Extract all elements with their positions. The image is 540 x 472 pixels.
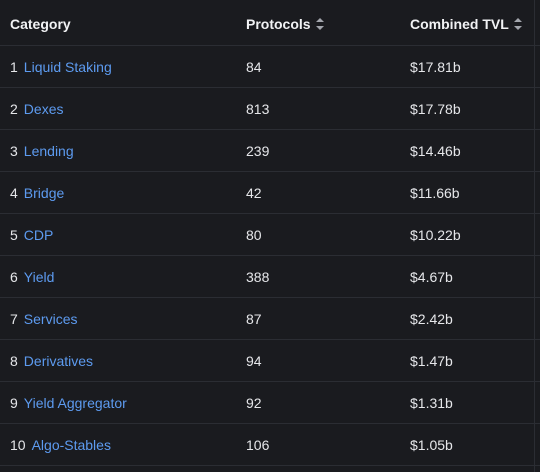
table-row[interactable]: 5 CDP 80 $10.22b [0,214,540,256]
column-header-combined-tvl-label: Combined TVL [410,16,509,32]
table-row[interactable]: 10 Algo-Stables 106 $1.05b [0,424,540,466]
category-link[interactable]: Yield Aggregator [23,395,127,411]
protocols-count: 388 [246,269,270,285]
category-cell: 9 Yield Aggregator [10,382,127,424]
protocols-count: 813 [246,101,270,117]
protocols-count: 87 [246,311,262,327]
combined-tvl-value: $2.42b [410,311,453,327]
category-link[interactable]: Services [23,311,78,327]
table-row[interactable]: 2 Dexes 813 $17.78b [0,88,540,130]
category-cell: 2 Dexes [10,88,63,130]
combined-tvl-value: $1.05b [410,437,453,453]
rank-number: 6 [10,269,18,285]
column-header-category: Category [10,0,71,46]
table-row[interactable]: 7 Services 87 $2.42b [0,298,540,340]
table-row[interactable]: 8 Derivatives 94 $1.47b [0,340,540,382]
rank-number: 7 [10,311,18,327]
combined-tvl-value: $4.67b [410,269,453,285]
category-link[interactable]: Lending [23,143,74,159]
combined-tvl-value: $11.66b [410,185,460,201]
column-header-category-label: Category [10,16,71,32]
protocols-count: 80 [246,227,262,243]
protocols-count: 42 [246,185,262,201]
category-link[interactable]: Derivatives [23,353,94,369]
rank-number: 4 [10,185,18,201]
combined-tvl-value: $1.47b [410,353,453,369]
combined-tvl-value: $17.78b [410,101,461,117]
rank-number: 8 [10,353,18,369]
rank-number: 10 [10,437,26,453]
table-header: Category Protocols Combined TVL [0,0,540,46]
combined-tvl-value: $17.81b [410,59,461,75]
category-cell: 5 CDP [10,214,53,256]
category-link[interactable]: Dexes [23,101,64,117]
protocols-count: 84 [246,59,262,75]
combined-tvl-value: $1.31b [410,395,453,411]
sort-icon[interactable] [513,18,522,30]
column-header-protocols[interactable]: Protocols [246,0,324,46]
rank-number: 9 [10,395,18,411]
rank-number: 2 [10,101,18,117]
category-cell: 7 Services [10,298,77,340]
table-row[interactable]: 4 Bridge 42 $11.66b [0,172,540,214]
category-cell: 8 Derivatives [10,340,93,382]
category-link[interactable]: Bridge [23,185,65,201]
category-link[interactable]: Liquid Staking [23,59,112,75]
combined-tvl-value: $14.46b [410,143,461,159]
category-link[interactable]: Algo-Stables [31,437,111,453]
protocols-count: 239 [246,143,270,159]
table-row[interactable]: 3 Lending 239 $14.46b [0,130,540,172]
protocols-count: 92 [246,395,262,411]
rank-number: 3 [10,143,18,159]
column-header-protocols-label: Protocols [246,16,311,32]
sort-icon[interactable] [315,18,324,30]
column-header-combined-tvl[interactable]: Combined TVL [410,0,522,46]
category-cell: 4 Bridge [10,172,64,214]
category-cell: 10 Algo-Stables [10,424,111,466]
rank-number: 1 [10,59,18,75]
category-link[interactable]: Yield [23,269,55,285]
combined-tvl-value: $10.22b [410,227,461,243]
category-cell: 6 Yield [10,256,54,298]
category-cell: 1 Liquid Staking [10,46,112,88]
category-link[interactable]: CDP [23,227,54,243]
category-cell: 3 Lending [10,130,74,172]
protocols-count: 106 [246,437,270,453]
table-edge-divider [534,0,535,472]
protocols-count: 94 [246,353,262,369]
rank-number: 5 [10,227,18,243]
table-row[interactable]: 1 Liquid Staking 84 $17.81b [0,46,540,88]
table-row[interactable]: 9 Yield Aggregator 92 $1.31b [0,382,540,424]
table-row[interactable]: 6 Yield 388 $4.67b [0,256,540,298]
